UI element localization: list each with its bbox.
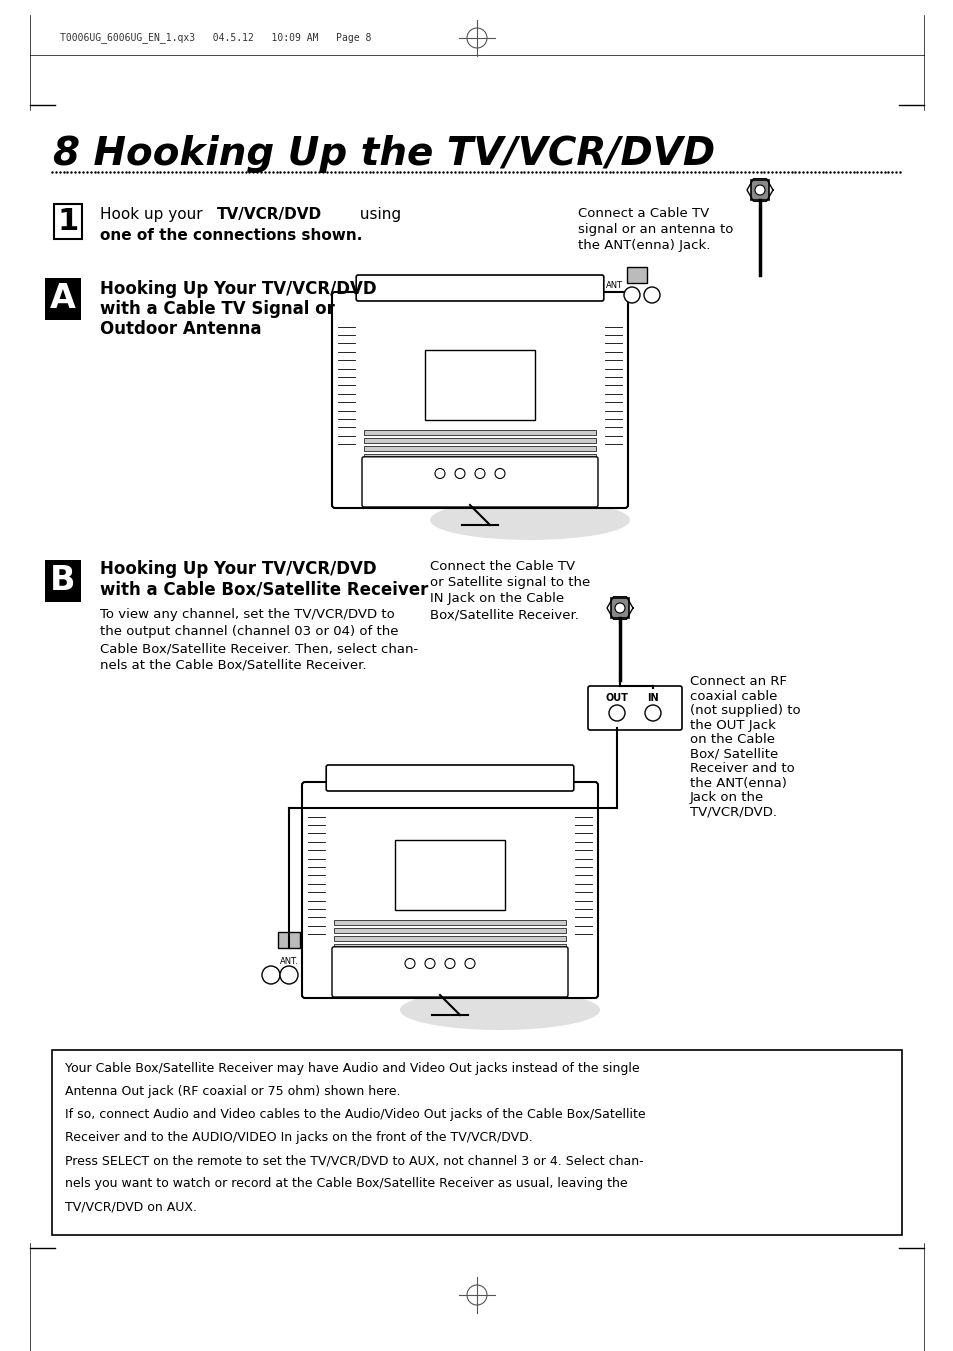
Text: using: using (355, 207, 400, 222)
Text: Connect an RF: Connect an RF (689, 676, 786, 688)
Text: TV/VCR/DVD: TV/VCR/DVD (216, 207, 322, 222)
Text: Box/ Satellite: Box/ Satellite (689, 747, 778, 761)
Bar (364, 430, 596, 435)
FancyBboxPatch shape (326, 765, 573, 790)
Text: B: B (51, 565, 75, 597)
Text: or Satellite signal to the: or Satellite signal to the (430, 576, 590, 589)
Circle shape (280, 966, 297, 984)
Bar (364, 438, 596, 443)
Text: with a Cable Box/Satellite Receiver: with a Cable Box/Satellite Receiver (100, 580, 428, 598)
Text: Jack on the: Jack on the (689, 790, 763, 804)
Circle shape (262, 966, 280, 984)
Bar (334, 920, 565, 925)
FancyBboxPatch shape (332, 947, 567, 997)
Text: Connect the Cable TV: Connect the Cable TV (430, 561, 575, 573)
FancyBboxPatch shape (52, 1050, 901, 1235)
Text: Receiver and to: Receiver and to (689, 762, 794, 775)
Text: T0006UG_6006UG_EN_1.qx3   04.5.12   10:09 AM   Page 8: T0006UG_6006UG_EN_1.qx3 04.5.12 10:09 AM… (60, 32, 371, 43)
Text: Cable Box/Satellite Receiver. Then, select chan-: Cable Box/Satellite Receiver. Then, sele… (100, 642, 417, 655)
Text: Box/Satellite Receiver.: Box/Satellite Receiver. (430, 608, 578, 621)
Text: on the Cable: on the Cable (689, 734, 774, 746)
Text: Antenna Out jack (RF coaxial or 75 ohm) shown here.: Antenna Out jack (RF coaxial or 75 ohm) … (65, 1085, 400, 1098)
Text: Hooking Up Your TV/VCR/DVD: Hooking Up Your TV/VCR/DVD (100, 280, 376, 299)
Text: one of the connections shown.: one of the connections shown. (100, 228, 362, 243)
Text: the ANT(enna) Jack.: the ANT(enna) Jack. (578, 239, 710, 253)
Circle shape (608, 705, 624, 721)
Text: the output channel (channel 03 or 04) of the: the output channel (channel 03 or 04) of… (100, 626, 398, 638)
Text: (not supplied) to: (not supplied) to (689, 704, 800, 717)
Text: nels you want to watch or record at the Cable Box/Satellite Receiver as usual, l: nels you want to watch or record at the … (65, 1177, 627, 1190)
Bar (334, 952, 565, 957)
Circle shape (615, 603, 624, 613)
Text: Press SELECT on the remote to set the TV/VCR/DVD to AUX, not channel 3 or 4. Sel: Press SELECT on the remote to set the TV… (65, 1154, 643, 1167)
Text: To view any channel, set the TV/VCR/DVD to: To view any channel, set the TV/VCR/DVD … (100, 608, 395, 621)
FancyBboxPatch shape (355, 276, 603, 301)
Bar (334, 944, 565, 948)
FancyBboxPatch shape (332, 292, 627, 508)
Text: Outdoor Antenna: Outdoor Antenna (100, 320, 261, 338)
Bar (334, 928, 565, 934)
Text: ANT.: ANT. (279, 958, 298, 966)
Bar (364, 454, 596, 459)
Bar (277, 932, 299, 948)
Text: TV/VCR/DVD.: TV/VCR/DVD. (689, 805, 776, 819)
Text: IN: IN (646, 693, 659, 703)
Text: A: A (50, 282, 76, 316)
Text: TV/VCR/DVD on AUX.: TV/VCR/DVD on AUX. (65, 1200, 196, 1213)
Circle shape (495, 469, 504, 478)
Text: the OUT Jack: the OUT Jack (689, 719, 775, 731)
Circle shape (475, 469, 484, 478)
Bar (395, 840, 504, 911)
Circle shape (623, 286, 639, 303)
Text: Receiver and to the AUDIO/VIDEO In jacks on the front of the TV/VCR/DVD.: Receiver and to the AUDIO/VIDEO In jacks… (65, 1131, 532, 1144)
Text: Your Cable Box/Satellite Receiver may have Audio and Video Out jacks instead of : Your Cable Box/Satellite Receiver may ha… (65, 1062, 639, 1075)
Text: Hook up your: Hook up your (100, 207, 208, 222)
Text: with a Cable TV Signal or: with a Cable TV Signal or (100, 300, 335, 317)
Circle shape (435, 469, 444, 478)
Circle shape (464, 958, 475, 969)
FancyBboxPatch shape (587, 686, 681, 730)
Text: IN Jack on the Cable: IN Jack on the Cable (430, 592, 563, 605)
Text: 1: 1 (57, 207, 78, 236)
Ellipse shape (399, 990, 599, 1029)
Bar (334, 936, 565, 942)
Bar (45, 278, 81, 320)
Text: nels at the Cable Box/Satellite Receiver.: nels at the Cable Box/Satellite Receiver… (100, 659, 366, 671)
Text: coaxial cable: coaxial cable (689, 689, 777, 703)
Circle shape (643, 286, 659, 303)
Bar (45, 561, 81, 603)
Circle shape (424, 958, 435, 969)
Bar (626, 267, 646, 282)
Text: ANT: ANT (606, 281, 623, 289)
Circle shape (754, 185, 764, 195)
Text: If so, connect Audio and Video cables to the Audio/Video Out jacks of the Cable : If so, connect Audio and Video cables to… (65, 1108, 645, 1121)
Bar (364, 446, 596, 451)
Bar (364, 462, 596, 467)
Circle shape (644, 705, 660, 721)
FancyBboxPatch shape (361, 457, 598, 507)
Text: the ANT(enna): the ANT(enna) (689, 777, 786, 789)
Circle shape (405, 958, 415, 969)
Bar (424, 350, 535, 420)
FancyBboxPatch shape (302, 782, 598, 998)
Text: signal or an antenna to: signal or an antenna to (578, 223, 733, 236)
Ellipse shape (430, 500, 629, 540)
Text: Connect a Cable TV: Connect a Cable TV (578, 207, 708, 220)
Bar (610, 598, 628, 617)
Circle shape (455, 469, 464, 478)
Text: OUT: OUT (605, 693, 628, 703)
Text: 8: 8 (52, 135, 79, 173)
Text: Hooking Up Your TV/VCR/DVD: Hooking Up Your TV/VCR/DVD (100, 561, 376, 578)
Text: Hooking Up the TV/VCR/DVD: Hooking Up the TV/VCR/DVD (80, 135, 715, 173)
Bar (750, 180, 768, 200)
Circle shape (444, 958, 455, 969)
